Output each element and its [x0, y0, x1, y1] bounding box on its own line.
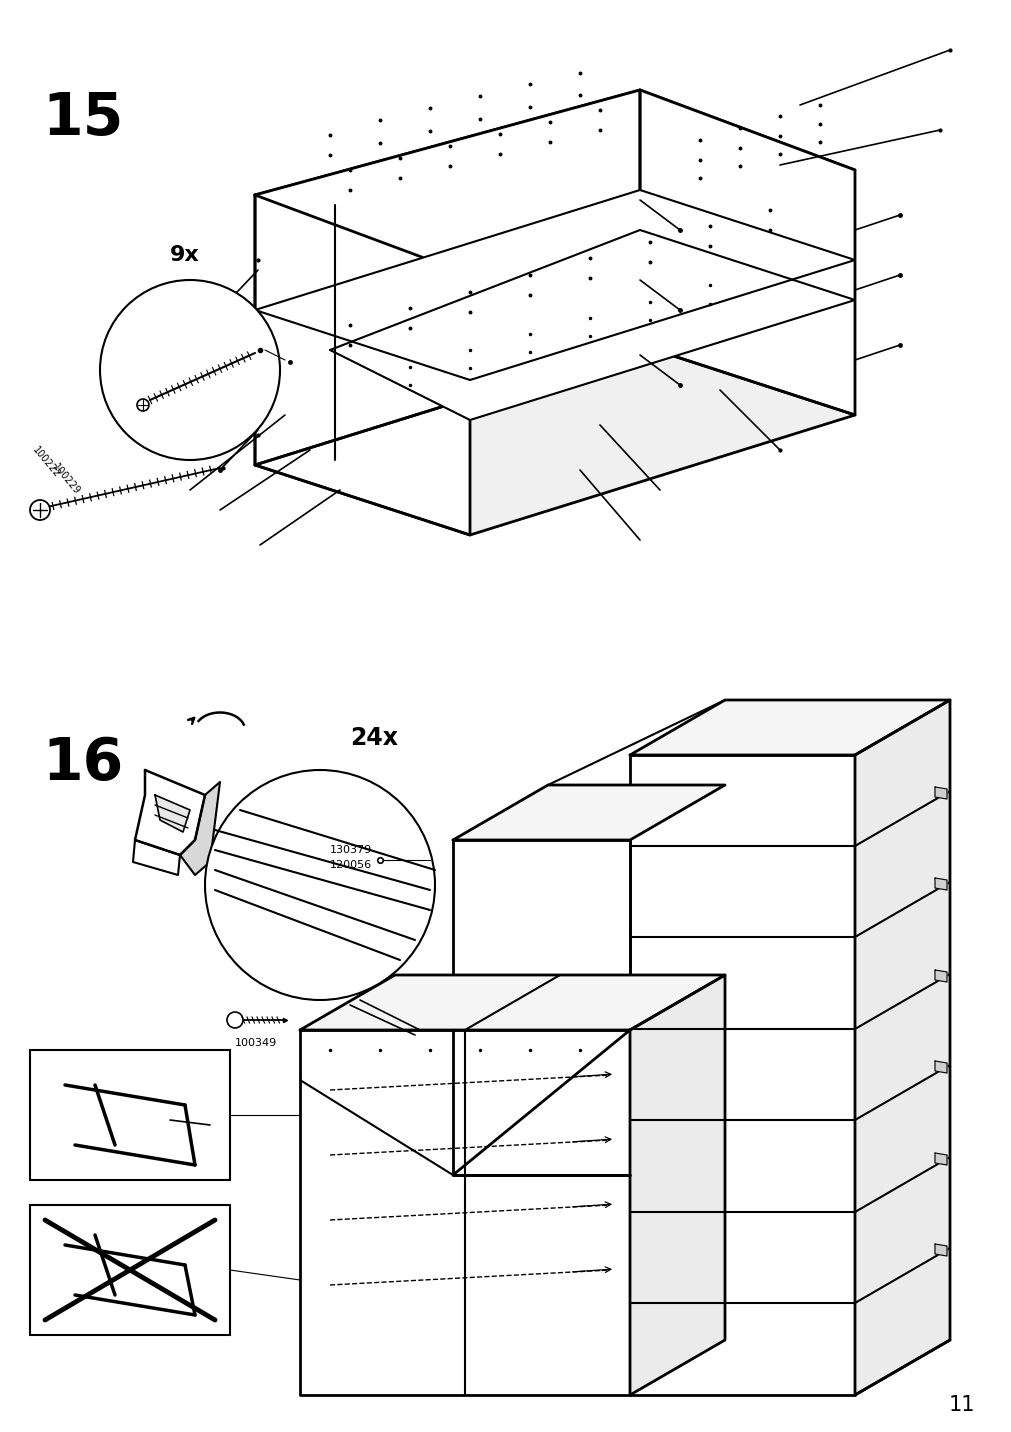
Polygon shape — [934, 969, 946, 982]
Circle shape — [100, 281, 280, 460]
Text: 100222: 100222 — [30, 445, 62, 480]
Polygon shape — [453, 841, 630, 1176]
Text: 9x: 9x — [170, 245, 199, 265]
Text: 16: 16 — [42, 735, 123, 792]
Polygon shape — [854, 700, 949, 1395]
Polygon shape — [255, 90, 639, 465]
Circle shape — [205, 770, 435, 1000]
Text: 130379: 130379 — [330, 845, 372, 855]
Polygon shape — [630, 700, 949, 755]
Polygon shape — [255, 195, 469, 536]
Text: 11: 11 — [947, 1395, 974, 1415]
Polygon shape — [630, 975, 724, 1395]
Bar — [30, 1204, 229, 1335]
Text: 100229: 100229 — [50, 463, 81, 497]
Bar — [30, 1050, 229, 1180]
Polygon shape — [255, 90, 854, 275]
Polygon shape — [934, 1153, 946, 1166]
Polygon shape — [180, 782, 219, 875]
Polygon shape — [299, 975, 724, 1030]
Circle shape — [136, 400, 149, 411]
Polygon shape — [639, 90, 854, 415]
Polygon shape — [134, 770, 205, 855]
Polygon shape — [132, 841, 180, 875]
Polygon shape — [934, 878, 946, 891]
Polygon shape — [934, 788, 946, 799]
Polygon shape — [330, 231, 854, 420]
Polygon shape — [155, 795, 190, 832]
Polygon shape — [299, 1030, 630, 1395]
Circle shape — [30, 500, 50, 520]
Text: 15: 15 — [42, 90, 123, 147]
Polygon shape — [934, 1061, 946, 1073]
Polygon shape — [630, 755, 854, 1395]
Text: 100349: 100349 — [235, 1038, 277, 1048]
Text: 120056: 120056 — [330, 861, 372, 871]
Polygon shape — [255, 345, 854, 536]
Polygon shape — [255, 190, 854, 379]
Circle shape — [226, 1012, 243, 1028]
Polygon shape — [934, 1244, 946, 1256]
Text: 24x: 24x — [350, 726, 397, 750]
Polygon shape — [453, 785, 724, 841]
